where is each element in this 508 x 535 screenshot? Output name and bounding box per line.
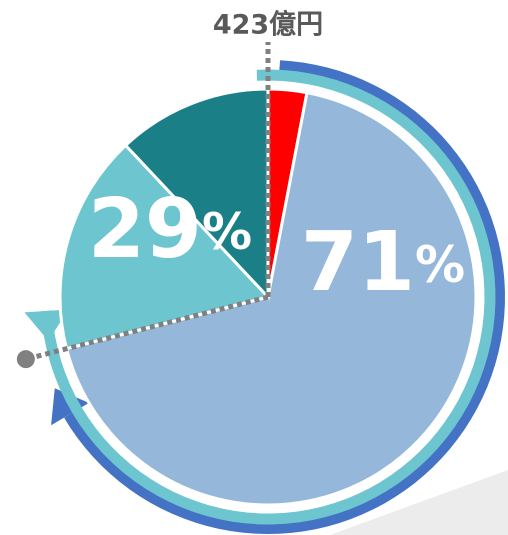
background-shape: [330, 470, 508, 535]
pie-slice: [58, 143, 271, 351]
group-label: 29%: [88, 182, 252, 277]
divider: [25, 294, 269, 362]
pie-slice: [64, 90, 478, 507]
pie-slice: [123, 87, 270, 301]
group-arc: [64, 60, 505, 534]
group-label: 71%: [301, 215, 465, 310]
chart-title: 423億円: [213, 10, 323, 41]
divider-dot: [16, 350, 35, 369]
group-arrowhead: [24, 309, 69, 341]
group-arc: [40, 69, 496, 525]
